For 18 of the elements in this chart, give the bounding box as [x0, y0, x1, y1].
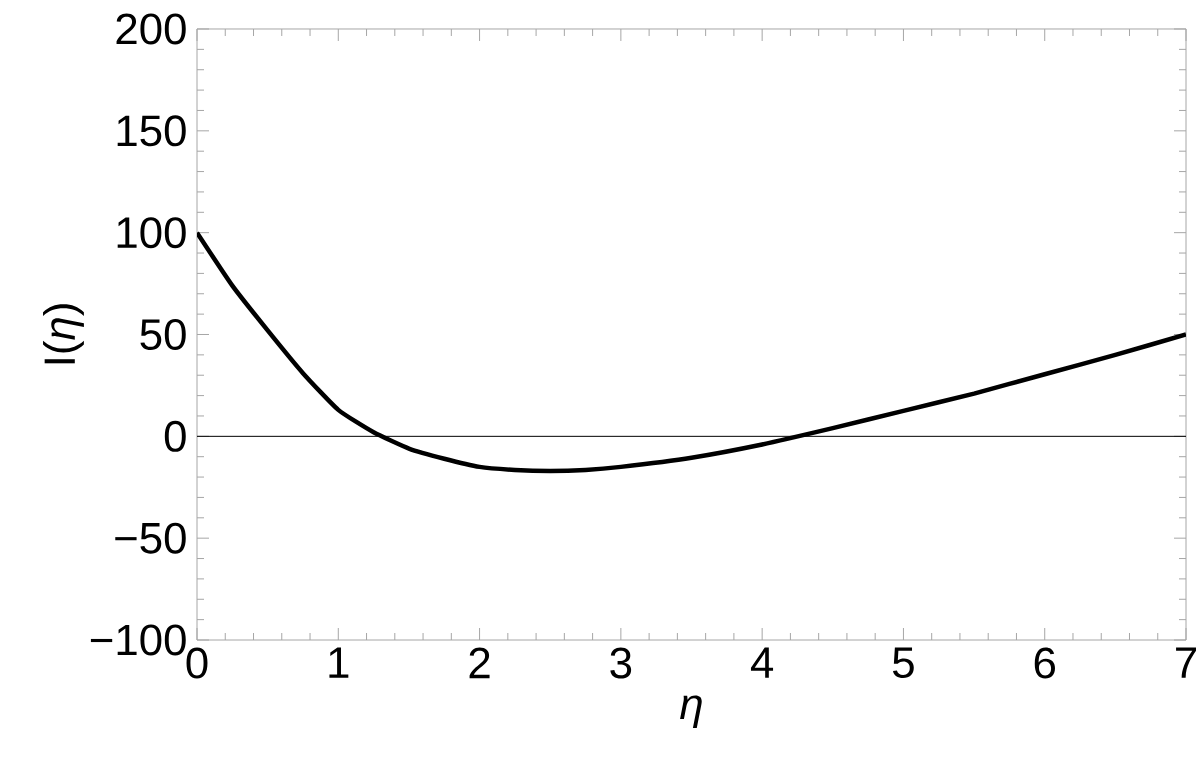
x-tick-label: 7 [1176, 647, 1196, 678]
x-axis-title: η [680, 695, 702, 729]
x-tick-label: 6 [1034, 647, 1055, 679]
x-tick-label: 0 [186, 647, 208, 679]
x-tick-label: 2 [469, 647, 490, 679]
y-tick-label: 0 [164, 420, 186, 452]
y-tick-label: 150 [117, 115, 186, 147]
y-tick-label: 50 [140, 318, 186, 351]
y-tick-label: 200 [116, 13, 186, 45]
x-tick-label: 4 [750, 647, 774, 678]
x-tick-label: 1 [329, 647, 349, 678]
y-tick-label: −100 [90, 624, 186, 656]
line-series [197, 230, 1187, 474]
y-axis-title: I(η) [43, 304, 84, 364]
x-tick-label: 5 [893, 647, 914, 679]
y-tick-label: 100 [117, 217, 186, 249]
y-tick-label: −50 [115, 522, 186, 554]
x-tick-label: 3 [610, 647, 632, 679]
